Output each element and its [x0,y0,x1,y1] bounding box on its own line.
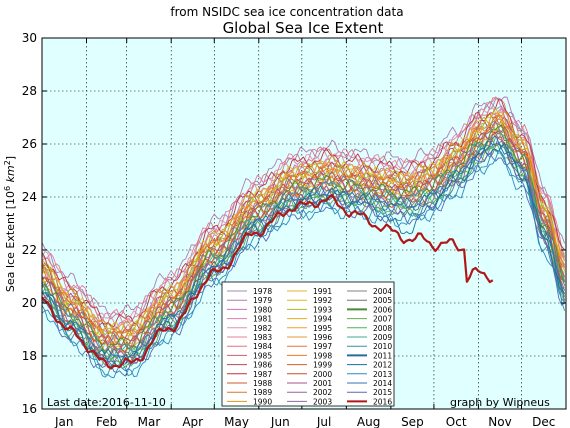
legend-label-2014: 2014 [373,379,392,388]
series-line-2001 [41,126,566,351]
legend-label-1991: 1991 [313,287,332,296]
x-tick-label: Jan [54,415,74,428]
x-tick-label: May [224,415,249,428]
y-tick-label: 16 [22,402,37,416]
series-line-2006 [41,124,565,355]
x-tick-label: Nov [488,415,511,428]
legend-label-1994: 1994 [313,315,332,324]
legend-label-2010: 2010 [373,342,392,351]
legend-label-1997: 1997 [313,342,332,351]
legend-label-2003: 2003 [313,397,332,406]
legend-label-2011: 2011 [373,351,392,360]
legend-label-2007: 2007 [373,315,392,324]
legend-label-2002: 2002 [313,388,332,397]
y-tick-label: 18 [22,349,37,363]
legend-label-2000: 2000 [313,370,332,379]
legend-label-1984: 1984 [253,342,272,351]
x-tick-label: Feb [96,415,117,428]
y-tick-label: 22 [22,243,37,257]
series-line-1983 [41,112,566,341]
series-line-2009 [41,130,566,360]
legend-label-1993: 1993 [313,305,332,314]
credit-label: graph by Wipneus [450,396,550,409]
series-line-1984 [41,97,566,324]
legend: 1978197919801981198219831984198519861987… [221,281,395,407]
y-tick-label: 28 [22,84,37,98]
legend-label-2008: 2008 [373,324,392,333]
legend-label-1985: 1985 [253,351,272,360]
series-lines [41,96,566,379]
y-axis-label-exp: 6 [3,186,12,191]
legend-label-2009: 2009 [373,333,392,342]
series-line-1995 [41,111,566,340]
y-axis-label-main: Sea Ice Extent [10 [4,191,17,292]
series-line-1982 [41,107,565,329]
x-tick-label: Apr [182,415,203,428]
legend-label-2016: 2016 [373,397,392,406]
chart-suptitle: from NSIDC sea ice concentration data [170,5,403,19]
y-tick-label: 24 [22,190,37,204]
legend-label-2006: 2006 [373,305,392,314]
y-tick-label: 26 [22,137,37,151]
legend-label-2004: 2004 [373,287,392,296]
series-line-1998 [41,114,565,343]
legend-label-1978: 1978 [253,287,272,296]
plot-frame [41,37,567,410]
y-axis-ticks: 16 18 20 22 24 26 28 30 [22,31,566,416]
y-axis-label-unit: km [4,165,17,186]
legend-label-1989: 1989 [253,388,272,397]
legend-label-2005: 2005 [373,296,392,305]
legend-label-1990: 1990 [253,397,272,406]
legend-label-2013: 2013 [373,370,392,379]
series-line-2014 [41,135,566,365]
y-axis-label: Sea Ice Extent [106 km2] [3,156,18,292]
last-date-label: Last date:2016-11-10 [47,396,166,409]
x-tick-label: Aug [357,415,380,428]
x-tick-label: Sep [401,415,424,428]
series-line-2015 [41,152,565,377]
series-line-1987 [41,99,565,328]
series-line-2007 [41,143,566,370]
legend-label-2001: 2001 [313,379,332,388]
legend-label-1996: 1996 [313,333,332,342]
x-tick-label: Jul [316,415,331,428]
legend-label-2012: 2012 [373,361,392,370]
legend-label-1999: 1999 [313,361,332,370]
series-line-1993 [41,122,565,345]
y-tick-label: 20 [22,296,37,310]
x-tick-label: Dec [532,415,555,428]
legend-label-1988: 1988 [253,379,272,388]
legend-label-1983: 1983 [253,333,272,342]
series-line-1978 [472,100,565,256]
y-axis-label-unit-exp: 2 [3,160,12,165]
chart-title: Global Sea Ice Extent [223,19,384,37]
y-axis-label-close: ] [4,156,17,160]
series-line-2005 [41,143,566,368]
legend-label-1979: 1979 [253,296,272,305]
legend-label-2015: 2015 [373,388,392,397]
series-line-2004 [41,137,565,360]
series-line-2012 [41,142,566,367]
legend-label-1980: 1980 [253,305,272,314]
legend-box [221,281,395,407]
legend-label-1981: 1981 [253,315,272,324]
series-line-2010 [41,148,566,377]
x-tick-label: Jun [270,415,290,428]
legend-label-1987: 1987 [253,370,272,379]
legend-label-1992: 1992 [313,296,332,305]
series-line-1990 [41,111,566,334]
series-line-1979 [41,96,566,320]
legend-label-1982: 1982 [253,324,272,333]
series-line-2016 [41,193,494,370]
x-tick-label: Mar [138,415,161,428]
legend-label-1995: 1995 [313,324,332,333]
legend-label-1986: 1986 [253,361,272,370]
series-line-2000 [41,126,565,352]
x-axis-ticks: Jan Feb Mar Apr May Jun Jul Aug Sep Oct Nov Dec [54,38,555,428]
x-tick-label: Oct [446,415,467,428]
legend-label-1998: 1998 [313,351,332,360]
y-tick-label: 30 [22,31,37,45]
